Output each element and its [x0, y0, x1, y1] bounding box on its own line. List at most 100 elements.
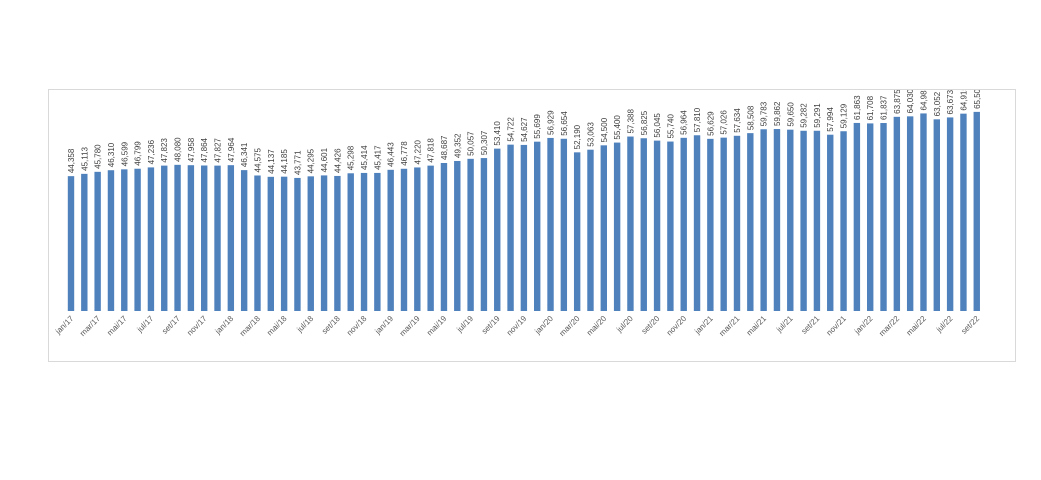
data-label: 45,298 — [347, 145, 356, 170]
bar-abr/19 — [427, 165, 434, 311]
x-tick-label: mar/17 — [78, 314, 102, 338]
bar-jan/21 — [707, 138, 714, 311]
bar-jul/21 — [787, 129, 794, 311]
bar-fev/21 — [720, 137, 727, 311]
bar-mar/21 — [733, 135, 741, 311]
data-label: 64,989 — [919, 90, 928, 110]
data-label: 54,722 — [507, 117, 516, 142]
bar-ago/22 — [960, 113, 967, 311]
bar-jan/20 — [547, 137, 554, 311]
data-label: 63,673 — [946, 90, 955, 114]
data-label: 57,634 — [733, 108, 742, 133]
bar-nov/17 — [201, 165, 208, 311]
data-label: 59,291 — [813, 103, 822, 128]
data-label: 47,823 — [160, 138, 169, 163]
bar-nov/19 — [520, 144, 528, 311]
data-label: 55,740 — [666, 114, 675, 139]
data-label: 63,052 — [933, 91, 942, 116]
x-tick-label: jul/18 — [295, 314, 316, 335]
data-label: 47,827 — [214, 138, 223, 163]
data-label: 55,699 — [533, 114, 542, 139]
bar-jun/18 — [294, 177, 301, 311]
data-label: 45,414 — [360, 145, 369, 170]
bar-set/22 — [973, 111, 980, 311]
bar-ago/17 — [161, 165, 168, 311]
data-label: 63,875 — [893, 90, 902, 114]
data-label: 53,063 — [586, 122, 595, 147]
x-tick-label: mai/19 — [425, 314, 449, 338]
x-tick-label: set/18 — [320, 314, 342, 336]
data-label: 44,358 — [67, 148, 76, 173]
x-tick-label: jan/19 — [373, 314, 396, 337]
data-label: 59,282 — [800, 103, 809, 128]
data-label: 57,994 — [826, 107, 835, 132]
x-tick-label: mar/20 — [558, 314, 582, 338]
bar-dez/19 — [534, 141, 541, 311]
bar-mai/20 — [600, 145, 607, 311]
x-tick-label: jan/17 — [53, 314, 76, 337]
bar-jul/17 — [147, 167, 155, 311]
x-tick-label: mar/21 — [717, 314, 741, 338]
data-label: 61,837 — [880, 95, 889, 120]
x-tick-label: jan/21 — [692, 314, 715, 337]
bar-mai/18 — [280, 176, 288, 311]
x-tick-label: set/22 — [959, 314, 981, 336]
data-label: 45,417 — [373, 145, 382, 170]
data-label: 44,426 — [333, 148, 342, 173]
x-tick-label: nov/19 — [505, 314, 529, 338]
bar-nov/20 — [680, 137, 687, 311]
x-tick-label: jan/20 — [532, 314, 555, 337]
bar-set/21 — [813, 130, 821, 311]
data-label: 61,863 — [853, 95, 862, 120]
bar-fev/20 — [560, 138, 568, 311]
data-label: 47,958 — [187, 137, 196, 162]
data-label: 49,352 — [453, 133, 462, 158]
bar-mai/21 — [760, 129, 767, 311]
bar-chart: 44,358 45,113 45,780 46,310 46,599 46,799 47,2… — [53, 90, 982, 338]
data-labels-group: 44,358 45,113 45,780 46,310 46,599 46,799 47,2… — [67, 90, 982, 175]
data-label: 56,629 — [706, 111, 715, 136]
data-label: 50,307 — [480, 130, 489, 155]
bar-out/21 — [827, 134, 834, 311]
bar-jun/17 — [134, 168, 141, 311]
bar-jan/19 — [387, 169, 394, 311]
data-label: 59,650 — [786, 102, 795, 127]
bar-fev/18 — [240, 170, 248, 311]
data-label: 46,341 — [240, 142, 249, 167]
data-label: 44,575 — [253, 147, 262, 172]
data-label: 58,508 — [746, 105, 755, 130]
bar-out/17 — [187, 165, 195, 311]
data-label: 59,129 — [840, 103, 849, 128]
bar-mar/17 — [94, 171, 101, 311]
data-label: 56,825 — [640, 110, 649, 135]
data-label: 47,818 — [427, 138, 436, 163]
data-label: 59,862 — [773, 101, 782, 126]
bar-dez/18 — [374, 172, 381, 311]
data-label: 65,500 — [973, 90, 982, 109]
bar-ago/21 — [800, 130, 807, 311]
data-label: 54,627 — [520, 117, 529, 142]
x-tick-label: nov/20 — [665, 314, 689, 338]
data-label: 46,599 — [120, 141, 129, 166]
data-label: 46,310 — [107, 142, 116, 167]
bar-fev/17 — [81, 173, 88, 311]
bar-jul/20 — [627, 136, 634, 311]
bar-jun/21 — [773, 129, 781, 311]
x-tick-label: set/17 — [160, 314, 182, 336]
data-label: 61,708 — [866, 95, 875, 120]
bars-group — [67, 111, 980, 312]
data-label: 64,915 — [959, 90, 968, 111]
x-tick-label: nov/21 — [825, 314, 849, 338]
bar-abr/22 — [906, 116, 914, 311]
x-tick-label: mai/21 — [745, 314, 769, 338]
data-label: 54,500 — [600, 117, 609, 142]
bar-ago/20 — [640, 138, 647, 311]
data-label: 47,236 — [147, 139, 156, 164]
data-label: 52,190 — [573, 124, 582, 149]
data-label: 57,388 — [626, 109, 635, 134]
bar-mar/20 — [573, 152, 581, 311]
bar-mar/19 — [414, 167, 421, 311]
x-tick-label: mai/20 — [585, 314, 609, 338]
bar-mar/22 — [893, 116, 901, 311]
data-label: 46,443 — [387, 142, 396, 167]
